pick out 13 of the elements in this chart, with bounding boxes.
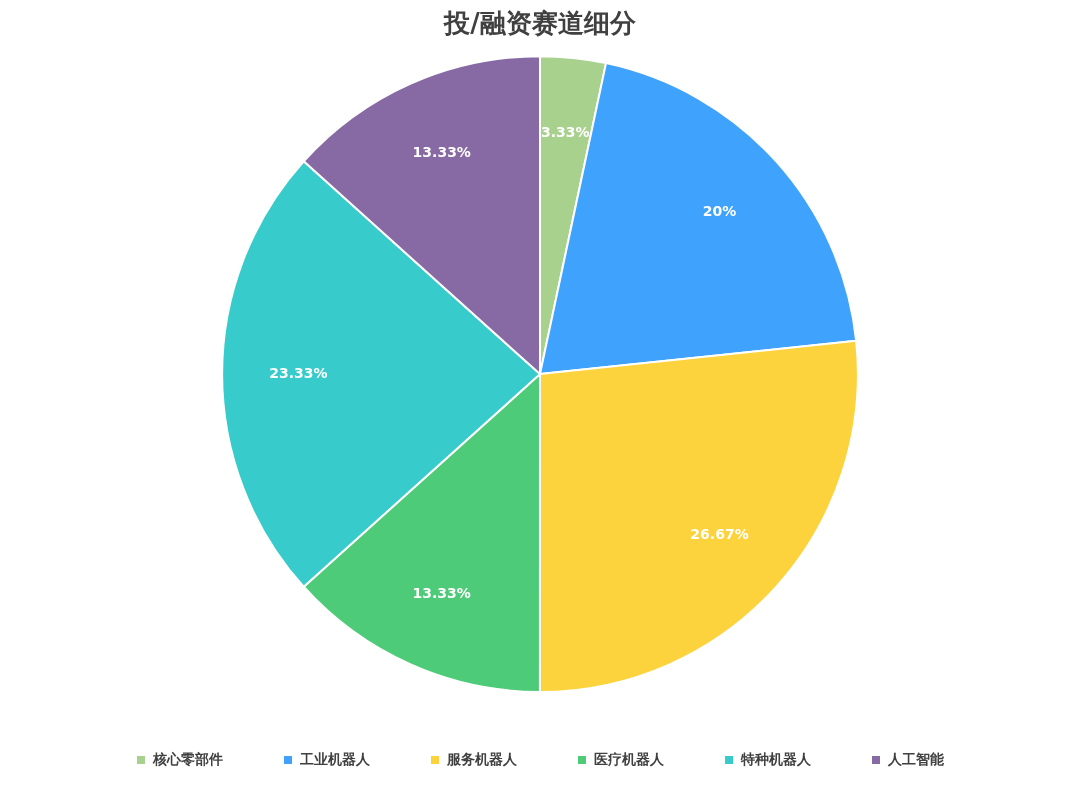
data-label: 13.33% xyxy=(412,144,471,161)
data-label: 23.33% xyxy=(269,364,328,381)
legend-label: 核心零部件 xyxy=(152,750,223,767)
data-label: 13.33% xyxy=(412,585,471,602)
data-label: 20% xyxy=(702,203,737,220)
data-label: 26.67% xyxy=(690,526,749,543)
legend-label: 人工智能 xyxy=(887,750,945,767)
legend-label: 医疗机器人 xyxy=(594,750,665,767)
legend-label: 特种机器人 xyxy=(740,750,812,767)
legend-label: 工业机器人 xyxy=(299,750,371,767)
chart-title: 投/融资赛道细分 xyxy=(443,8,637,39)
data-label: 3.33% xyxy=(540,124,590,141)
legend-label: 服务机器人 xyxy=(446,750,518,767)
